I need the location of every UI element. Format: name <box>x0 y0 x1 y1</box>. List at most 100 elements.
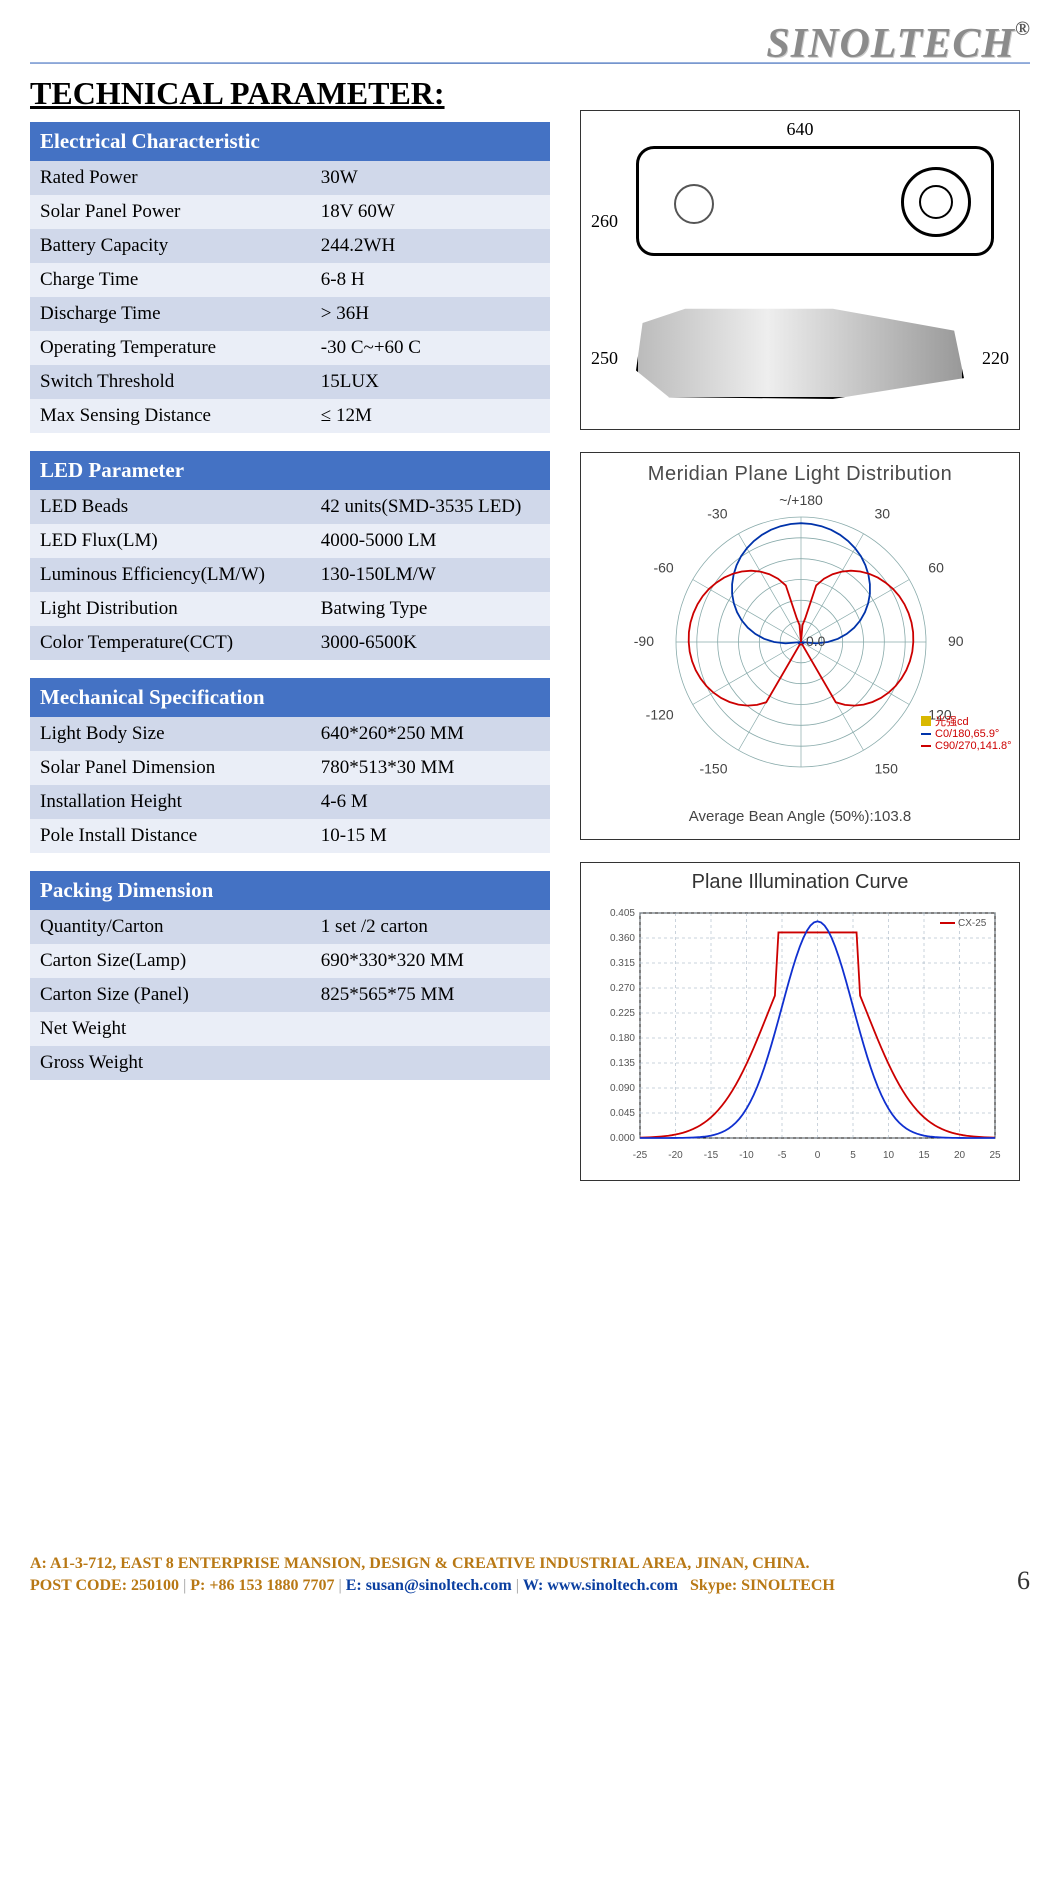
row-value: 18V 60W <box>311 195 550 229</box>
table-row: Color Temperature(CCT)3000-6500K <box>30 626 550 660</box>
svg-text:25: 25 <box>989 1150 1001 1161</box>
table-row: Rated Power30W <box>30 161 550 195</box>
row-label: Operating Temperature <box>30 331 311 365</box>
row-value <box>311 1012 550 1046</box>
row-value: > 36H <box>311 297 550 331</box>
table-row: Charge Time6-8 H <box>30 263 550 297</box>
dim-side-label: 220 <box>982 348 1009 369</box>
row-label: Quantity/Carton <box>30 910 311 944</box>
row-value: 30W <box>311 161 550 195</box>
row-label: Solar Panel Dimension <box>30 751 311 785</box>
led-header: LED Parameter <box>30 451 550 490</box>
svg-text:150: 150 <box>875 760 899 776</box>
row-value: 3000-6500K <box>311 626 550 660</box>
row-value: 4-6 M <box>311 785 550 819</box>
curve-svg: -25-20-15-10-505101520250.0000.0450.0900… <box>590 898 1010 1168</box>
row-value: Batwing Type <box>311 592 550 626</box>
svg-text:0.0: 0.0 <box>806 633 826 649</box>
row-value: 42 units(SMD-3535 LED) <box>311 490 550 524</box>
svg-text:15: 15 <box>918 1150 930 1161</box>
row-label: LED Flux(LM) <box>30 524 311 558</box>
table-row: Discharge Time> 36H <box>30 297 550 331</box>
illumination-curve: Plane Illumination Curve -25-20-15-10-50… <box>580 862 1020 1181</box>
row-label: Rated Power <box>30 161 311 195</box>
mechanical-header: Mechanical Specification <box>30 678 550 717</box>
svg-text:-120: -120 <box>646 707 674 723</box>
led-table: LED Parameter LED Beads42 units(SMD-3535… <box>30 451 550 660</box>
table-row: LED Beads42 units(SMD-3535 LED) <box>30 490 550 524</box>
page-footer: A: A1-3-712, EAST 8 ENTERPRISE MANSION, … <box>0 1553 1060 1606</box>
table-row: Operating Temperature-30 C~+60 C <box>30 331 550 365</box>
row-value: 690*330*320 MM <box>311 944 550 978</box>
row-value: 6-8 H <box>311 263 550 297</box>
row-label: Max Sensing Distance <box>30 399 311 433</box>
row-value: 15LUX <box>311 365 550 399</box>
dim-height-label: 260 <box>591 211 618 232</box>
table-row: Luminous Efficiency(LM/W)130-150LM/W <box>30 558 550 592</box>
row-label: Solar Panel Power <box>30 195 311 229</box>
table-row: Quantity/Carton1 set /2 carton <box>30 910 550 944</box>
top-view-detail <box>674 184 714 224</box>
brand-name: SINOLTECH <box>766 20 1015 68</box>
row-label: Battery Capacity <box>30 229 311 263</box>
table-row: Carton Size (Panel)825*565*75 MM <box>30 978 550 1012</box>
row-value: 130-150LM/W <box>311 558 550 592</box>
table-row: Light Body Size640*260*250 MM <box>30 717 550 751</box>
svg-text:~/+180: ~/+180 <box>779 492 823 508</box>
svg-text:0.135: 0.135 <box>610 1058 635 1069</box>
svg-text:0.000: 0.000 <box>610 1133 635 1144</box>
svg-text:-10: -10 <box>739 1150 754 1161</box>
row-value: -30 C~+60 C <box>311 331 550 365</box>
row-label: Luminous Efficiency(LM/W) <box>30 558 311 592</box>
footer-line2: POST CODE: 250100 | P: +86 153 1880 7707… <box>30 1575 835 1597</box>
row-value: 780*513*30 MM <box>311 751 550 785</box>
row-label: Discharge Time <box>30 297 311 331</box>
svg-text:-5: -5 <box>778 1150 787 1161</box>
row-label: Light Body Size <box>30 717 311 751</box>
svg-text:0.270: 0.270 <box>610 983 635 994</box>
packing-header: Packing Dimension <box>30 871 550 910</box>
svg-text:0.405: 0.405 <box>610 908 635 919</box>
svg-text:0.360: 0.360 <box>610 933 635 944</box>
curve-title: Plane Illumination Curve <box>589 871 1011 894</box>
dim-depth-label: 250 <box>591 348 618 369</box>
electrical-header: Electrical Characteristic <box>30 122 550 161</box>
svg-text:0: 0 <box>815 1150 821 1161</box>
top-view-mount <box>901 167 971 237</box>
row-label: Light Distribution <box>30 592 311 626</box>
page-title: TECHNICAL PARAMETER: <box>30 75 550 112</box>
row-label: LED Beads <box>30 490 311 524</box>
svg-text:光强cd: 光强cd <box>935 714 969 728</box>
svg-text:60: 60 <box>928 560 944 576</box>
brand-logo: SINOLTECH ® <box>30 20 1030 68</box>
svg-text:0.315: 0.315 <box>610 958 635 969</box>
row-value <box>311 1046 550 1080</box>
table-row: Solar Panel Dimension780*513*30 MM <box>30 751 550 785</box>
row-value: 640*260*250 MM <box>311 717 550 751</box>
packing-table: Packing Dimension Quantity/Carton1 set /… <box>30 871 550 1080</box>
row-label: Switch Threshold <box>30 365 311 399</box>
table-row: Carton Size(Lamp)690*330*320 MM <box>30 944 550 978</box>
svg-text:C90/270,141.8°: C90/270,141.8° <box>935 740 1011 752</box>
footer-line1: A: A1-3-712, EAST 8 ENTERPRISE MANSION, … <box>30 1553 835 1575</box>
table-row: Battery Capacity244.2WH <box>30 229 550 263</box>
svg-text:-20: -20 <box>668 1150 683 1161</box>
table-row: LED Flux(LM)4000-5000 LM <box>30 524 550 558</box>
svg-text:90: 90 <box>948 633 964 649</box>
row-value: ≤ 12M <box>311 399 550 433</box>
registered-icon: ® <box>1015 18 1030 41</box>
svg-text:5: 5 <box>850 1150 856 1161</box>
row-label: Gross Weight <box>30 1046 311 1080</box>
row-value: 1 set /2 carton <box>311 910 550 944</box>
svg-text:0.225: 0.225 <box>610 1008 635 1019</box>
svg-text:20: 20 <box>954 1150 966 1161</box>
svg-text:-30: -30 <box>707 506 727 522</box>
row-value: 4000-5000 LM <box>311 524 550 558</box>
top-view-outline <box>636 146 994 256</box>
page-number: 6 <box>1003 1566 1030 1596</box>
table-row: Pole Install Distance10-15 M <box>30 819 550 853</box>
polar-title: Meridian Plane Light Distribution <box>591 463 1009 486</box>
polar-footer: Average Bean Angle (50%):103.8 <box>591 808 1009 825</box>
polar-svg: ~/+180-150-120-90-60-301501209060300.0光强… <box>591 492 1011 802</box>
svg-text:10: 10 <box>883 1150 895 1161</box>
